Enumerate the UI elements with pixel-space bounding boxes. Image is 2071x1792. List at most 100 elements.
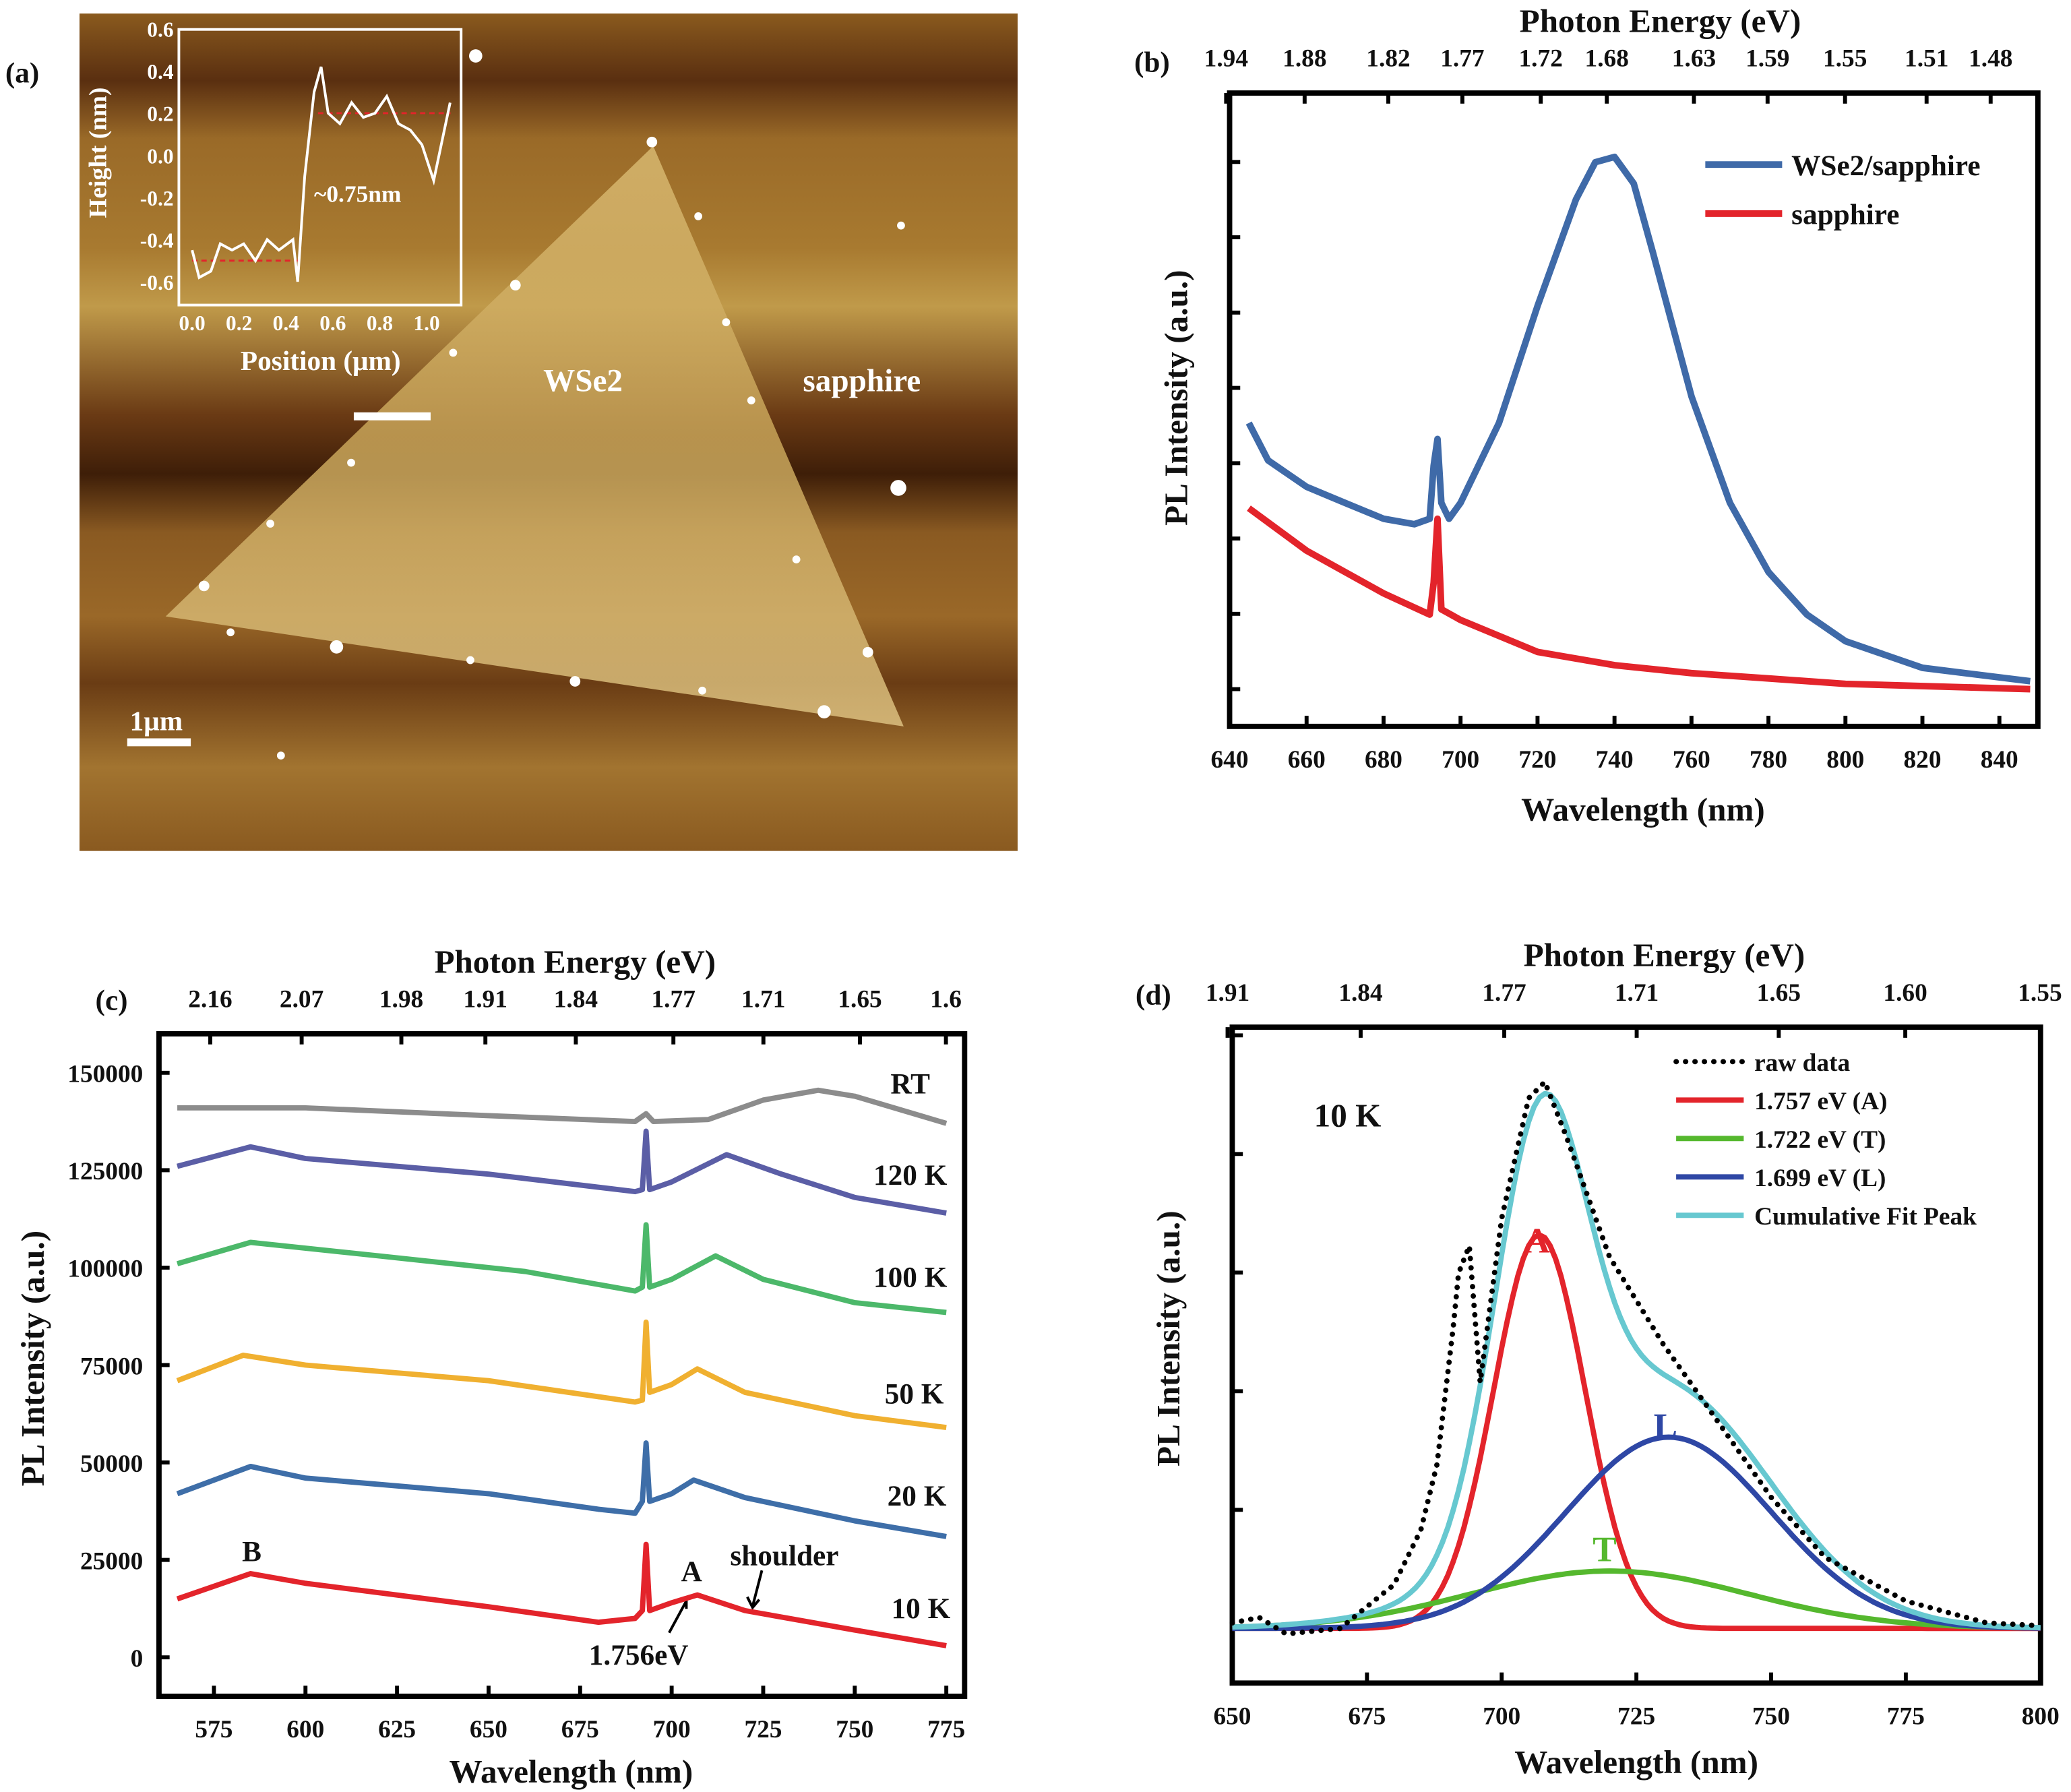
fit-component-L	[1232, 1434, 2041, 1632]
top-x-tick-label: 1.82	[1366, 45, 1410, 73]
peak-label-A: A	[1524, 1221, 1549, 1260]
y-tick-label: 125000	[67, 1158, 143, 1185]
top-x-tick-label: 1.77	[1482, 979, 1526, 1007]
top-x-tick-label: 1.55	[1823, 45, 1867, 73]
scale-bar	[127, 738, 191, 747]
x-tick-label: 780	[1750, 746, 1787, 774]
series-label: 100 K	[873, 1261, 948, 1293]
x-tick-label: 675	[1348, 1702, 1386, 1730]
x-axis-title: Wavelength (nm)	[1514, 1743, 1758, 1781]
arrow-shoulder	[746, 1570, 764, 1610]
panel-c-label: (c)	[96, 985, 128, 1017]
top-x-tick-label: 1.88	[1282, 45, 1326, 73]
series-line-10k	[176, 1541, 947, 1648]
series-line-100k	[176, 1222, 947, 1316]
top-x-tick-label: 1.60	[1883, 979, 1927, 1007]
top-x-tick-label: 1.98	[379, 986, 423, 1014]
raw-data-line	[1229, 1079, 2043, 1637]
height-profile-line	[191, 66, 452, 282]
inset-x-tick-label: 0.4	[273, 311, 300, 335]
inset-frame	[177, 28, 463, 307]
inset-ylabel: Height (nm)	[84, 88, 112, 218]
fit-component-A	[1232, 1232, 2041, 1632]
y-tick-label: 100000	[67, 1256, 143, 1283]
inset-x-tick-label: 0.2	[226, 311, 252, 335]
x-tick-label: 720	[1518, 746, 1556, 774]
x-tick-label: 700	[1442, 746, 1479, 774]
inset-x-tick-label: 0.0	[179, 311, 205, 335]
inset-y-tick-label: 0.0	[147, 144, 173, 168]
y-tick-label: 25000	[80, 1547, 143, 1575]
series-label: 10 K	[892, 1593, 951, 1625]
legend-label: WSe2/sapphire	[1791, 150, 1980, 182]
x-axis-title: Wavelength (nm)	[450, 1753, 693, 1790]
x-tick-label: 840	[1981, 746, 2018, 774]
top-x-tick-label: 1.55	[2018, 979, 2062, 1007]
y-tick-label: 75000	[80, 1353, 143, 1380]
series-line-120k	[177, 1128, 947, 1216]
series-line-20k	[176, 1440, 947, 1539]
top-x-tick-label: 2.16	[188, 986, 232, 1014]
y-axis-title: PL Intensity (a.u.)	[14, 1231, 51, 1487]
scale-bar-label: 1μm	[130, 706, 183, 737]
x-tick-label: 660	[1288, 746, 1326, 774]
height-profile-inset: Height (nm) Position (μm) ~0.75nm 0.0 0.2…	[84, 18, 463, 377]
x-tick-label: 820	[1904, 746, 1942, 774]
x-tick-label: 700	[1483, 1702, 1520, 1730]
y-tick-label: 50000	[80, 1450, 143, 1478]
sapphire-label: sapphire	[803, 363, 921, 398]
top-axis-title: Photon Energy (eV)	[1520, 3, 1801, 40]
top-x-tick-label: 1.51	[1905, 45, 1948, 73]
inset-y-tick-label: -0.2	[140, 187, 174, 210]
legend-label: 1.757 eV (A)	[1754, 1088, 1887, 1115]
panel-b-label: (b)	[1134, 47, 1170, 79]
peak-label-T: T	[1593, 1530, 1616, 1569]
x-tick-label: 740	[1596, 746, 1634, 774]
panel-c: (c) Photon Energy (eV) Wavelength (nm) P…	[14, 944, 968, 1790]
top-x-tick-label: 1.71	[1615, 979, 1659, 1007]
y-tick-label: 150000	[67, 1061, 143, 1088]
top-x-tick-label: 1.91	[1206, 979, 1249, 1007]
y-tick-label: 0	[131, 1645, 144, 1673]
profile-marker	[353, 412, 431, 421]
wse2-flake	[165, 146, 904, 727]
peak-label-L: L	[1654, 1407, 1677, 1446]
cumulative-fit-line	[1232, 1090, 2041, 1631]
panel-d-label: (d)	[1136, 979, 1171, 1012]
x-tick-label: 800	[1826, 746, 1864, 774]
inset-y-tick-label: 0.2	[147, 102, 173, 126]
series-line-rt	[177, 1087, 948, 1126]
legend-label: sapphire	[1791, 199, 1899, 231]
panel-b: (b) Photon Energy (eV) Wavelength (nm) P…	[1134, 3, 2041, 828]
wse2-label: WSe2	[543, 363, 623, 398]
top-axis-title: Photon Energy (eV)	[1524, 937, 1805, 974]
top-x-tick-label: 1.65	[1757, 979, 1801, 1007]
annotation-a: A	[681, 1555, 702, 1588]
inset-x-tick-label: 0.6	[319, 311, 346, 335]
top-x-tick-label: 1.59	[1745, 45, 1789, 73]
top-x-tick-label: 1.48	[1969, 45, 2012, 73]
inset-y-tick-label: 0.6	[147, 18, 173, 42]
x-tick-label: 600	[286, 1716, 324, 1743]
x-tick-label: 625	[378, 1716, 416, 1743]
y-axis-title: PL Intensity (a.u.)	[1150, 1210, 1187, 1466]
x-tick-label: 760	[1673, 746, 1710, 774]
plot-frame	[1227, 90, 2041, 729]
x-tick-label: 675	[561, 1716, 599, 1743]
plot-frame	[156, 1031, 968, 1699]
inset-x-tick-label: 1.0	[413, 311, 439, 335]
y-axis-title: PL Intensity (a.u.)	[1158, 270, 1195, 526]
x-tick-label: 650	[1213, 1702, 1251, 1730]
legend-label: raw data	[1754, 1049, 1850, 1077]
top-x-tick-label: 1.84	[554, 986, 598, 1014]
x-tick-label: 750	[1752, 1702, 1790, 1730]
x-tick-label: 575	[195, 1716, 233, 1743]
x-axis-title: Wavelength (nm)	[1521, 791, 1765, 828]
series-label: 120 K	[873, 1159, 948, 1192]
step-height-annotation: ~0.75nm	[314, 180, 401, 207]
top-x-tick-label: 2.07	[280, 986, 323, 1014]
series-label: 50 K	[885, 1378, 944, 1411]
annotation-shoulder: shoulder	[730, 1539, 838, 1572]
annotation-energy: 1.756eV	[589, 1639, 689, 1671]
